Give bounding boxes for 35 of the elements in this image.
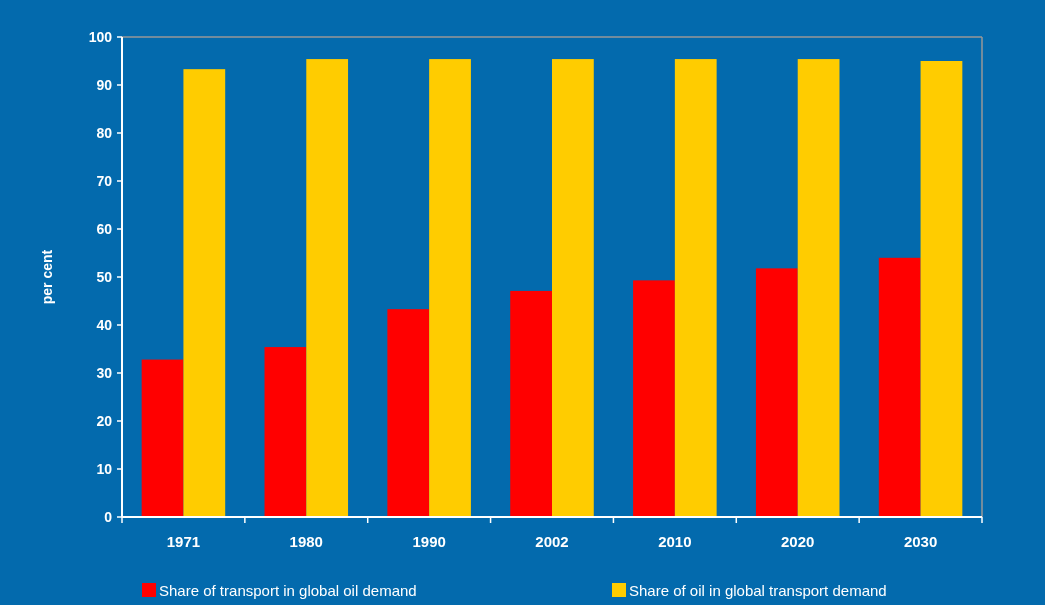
legend-label: Share of transport in global oil demand [159,582,417,600]
y-tick-label: 70 [96,172,113,189]
y-axis-title: per cent [39,249,55,305]
bar [878,257,921,517]
x-tick-label: 2020 [781,533,815,550]
y-tick-label: 20 [96,412,113,429]
bar [633,280,675,517]
bar [387,309,430,517]
bar [755,268,798,517]
bar [797,59,840,517]
y-tick-label: 10 [96,460,113,477]
y-tick-label: 40 [96,316,113,333]
y-tick-label: 0 [104,508,113,525]
bar [429,59,471,517]
x-tick-label: 2030 [903,533,938,550]
bar [141,359,184,517]
y-tick-label: 30 [96,364,113,381]
x-tick-label: 1990 [412,533,446,550]
x-tick-label: 2002 [535,533,569,550]
bar [920,61,963,517]
legend-label: Share of oil in global transport demand [629,582,887,600]
y-tick-label: 50 [96,268,113,285]
bar [674,59,717,517]
y-tick-label: 100 [88,28,113,45]
y-tick-label: 60 [96,220,113,237]
x-tick-label: 1980 [289,533,323,550]
bar [552,59,594,517]
bar [183,69,226,517]
bar [306,59,349,517]
x-tick-label: 1971 [166,533,201,550]
y-tick-label: 80 [96,124,113,141]
x-tick-label: 2010 [658,533,692,550]
bar [510,290,552,517]
bar [264,347,307,517]
y-tick-label: 90 [96,76,113,93]
